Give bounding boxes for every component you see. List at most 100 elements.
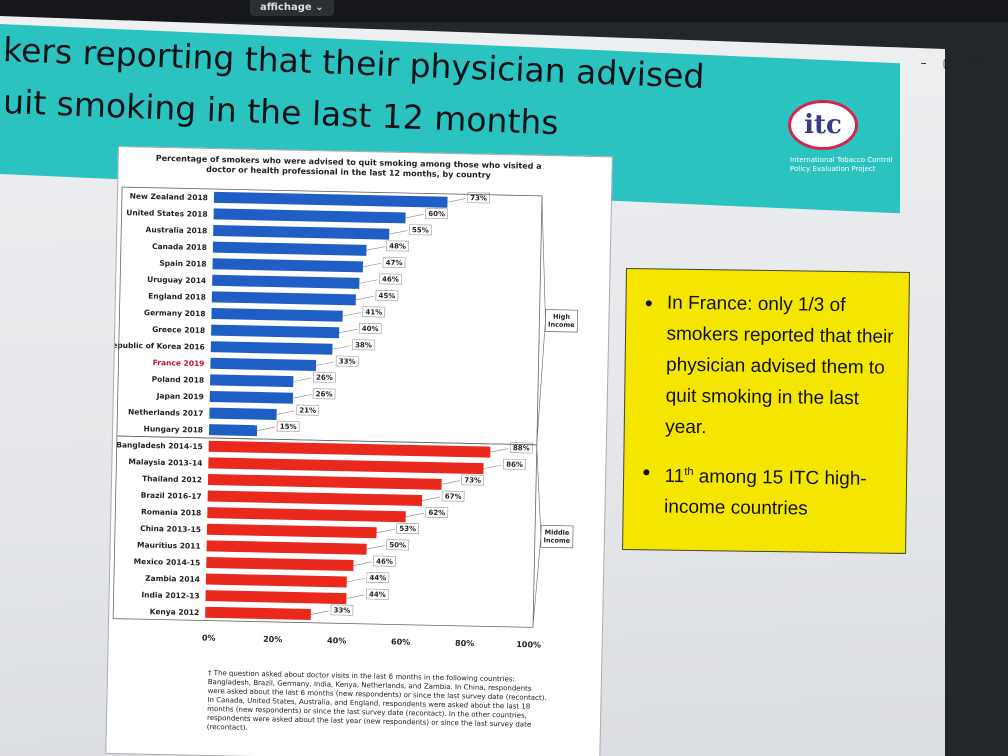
data-bar — [211, 307, 343, 322]
group-bracket-line — [536, 446, 542, 537]
category-label: Mauritius 2011 — [137, 540, 201, 550]
label-leader-line — [339, 328, 358, 334]
x-tick-label: 40% — [327, 636, 346, 645]
callout-bullet-2: ● 11th among 15 ITC high-income countrie… — [641, 456, 892, 526]
category-label: Kenya 2012 — [150, 607, 200, 617]
view-menu[interactable]: affichage ⌄ — [250, 0, 334, 16]
category-label: Hungary 2018 — [144, 424, 204, 434]
value-label-box — [373, 555, 396, 567]
value-label-box — [312, 371, 336, 383]
value-label-box — [366, 588, 389, 600]
value-label: 88% — [513, 444, 530, 452]
category-label: United States 2018 — [126, 208, 207, 219]
value-label: 55% — [412, 226, 429, 234]
data-bar — [206, 556, 354, 572]
value-label-box — [386, 240, 409, 252]
value-label-box — [312, 388, 336, 400]
x-tick-label: 80% — [455, 639, 474, 648]
chart-title: Percentage of smokers who were advised t… — [155, 153, 542, 180]
label-leader-line — [257, 426, 276, 431]
window-controls: – ▢ ✕ — [921, 56, 980, 70]
chart-footnote: † The question asked about doctor visits… — [206, 669, 547, 732]
data-bar — [208, 457, 484, 475]
category-label: India 2012-13 — [141, 590, 199, 600]
label-leader-line — [421, 496, 441, 501]
group-frame — [112, 435, 538, 628]
value-label-box — [330, 604, 354, 616]
itc-logo-subtitle: International Tobacco Control Policy Eva… — [790, 156, 893, 173]
value-label: 53% — [399, 525, 416, 533]
value-label-box — [276, 420, 300, 432]
value-label-box — [461, 474, 485, 486]
value-label-box — [509, 442, 533, 454]
category-label: Romania 2018 — [141, 507, 201, 517]
value-label-box — [503, 458, 527, 470]
callout-bullet-1: ● In France: only 1/3 of smokers reporte… — [643, 287, 895, 445]
bar-chart: New Zealand 2018 73% United States 2018 60%… — [108, 186, 579, 650]
value-label-box — [296, 404, 320, 416]
data-bar — [205, 606, 311, 620]
label-leader-line — [346, 578, 365, 583]
label-leader-line — [405, 512, 424, 518]
value-label: 44% — [369, 574, 386, 582]
label-leader-line — [483, 464, 502, 469]
data-bar — [211, 291, 356, 306]
group-label-box — [540, 524, 574, 549]
label-leader-line — [389, 230, 408, 235]
category-label: Republic of Korea 2016 — [108, 341, 205, 352]
x-tick-label: 20% — [263, 635, 282, 644]
value-label-box — [386, 539, 410, 551]
category-label: Bangladesh 2014-15 — [116, 440, 203, 451]
value-label: 21% — [299, 406, 316, 414]
label-leader-line — [355, 295, 374, 301]
value-label: 26% — [316, 374, 333, 382]
bullet-dot-icon: ● — [642, 463, 651, 480]
value-label-box — [379, 273, 402, 285]
maximize-icon[interactable]: ▢ — [942, 56, 954, 70]
x-tick-label: 60% — [391, 637, 410, 646]
category-label: Poland 2018 — [152, 375, 205, 385]
value-label: 62% — [428, 509, 445, 517]
value-label: 73% — [470, 194, 487, 202]
value-label-box — [382, 256, 406, 269]
value-label-box — [408, 224, 432, 236]
category-label: China 2013-15 — [140, 524, 201, 534]
data-bar — [213, 191, 448, 208]
category-label: Malaysia 2013-14 — [128, 457, 202, 468]
category-label: Japan 2019 — [156, 391, 204, 401]
value-label: 45% — [378, 292, 395, 300]
group-bracket-line — [541, 197, 546, 321]
value-label-box — [441, 490, 465, 502]
value-label-box — [352, 339, 375, 351]
value-label: 67% — [445, 493, 462, 501]
minimize-icon[interactable]: – — [920, 56, 927, 70]
data-bar — [205, 590, 347, 605]
value-label: 73% — [464, 476, 481, 484]
callout-box: ● In France: only 1/3 of smokers reporte… — [622, 268, 910, 554]
value-label: 26% — [316, 390, 333, 398]
label-leader-line — [447, 198, 466, 203]
chart-panel: Percentage of smokers who were advised t… — [105, 146, 613, 756]
value-label: 38% — [355, 341, 372, 349]
label-leader-line — [292, 394, 312, 399]
data-bar — [213, 225, 390, 240]
data-bar — [207, 490, 423, 507]
group-label: Income — [548, 321, 575, 330]
group-label: High — [553, 313, 570, 321]
value-label: 33% — [333, 606, 350, 614]
value-label: 40% — [362, 325, 379, 333]
category-label: Germany 2018 — [144, 308, 206, 318]
category-label: Uruguay 2014 — [147, 275, 206, 285]
data-bar — [212, 274, 360, 289]
label-leader-line — [310, 610, 329, 615]
label-leader-line — [315, 361, 335, 366]
value-label: 46% — [376, 557, 393, 565]
data-bar — [212, 258, 364, 273]
data-bar — [209, 407, 277, 420]
category-label: New Zealand 2018 — [130, 192, 208, 203]
category-label: Thailand 2012 — [142, 474, 202, 484]
label-leader-line — [366, 545, 385, 550]
group-label: Middle — [545, 528, 570, 537]
data-bar — [206, 523, 377, 539]
close-icon[interactable]: ✕ — [969, 56, 980, 70]
